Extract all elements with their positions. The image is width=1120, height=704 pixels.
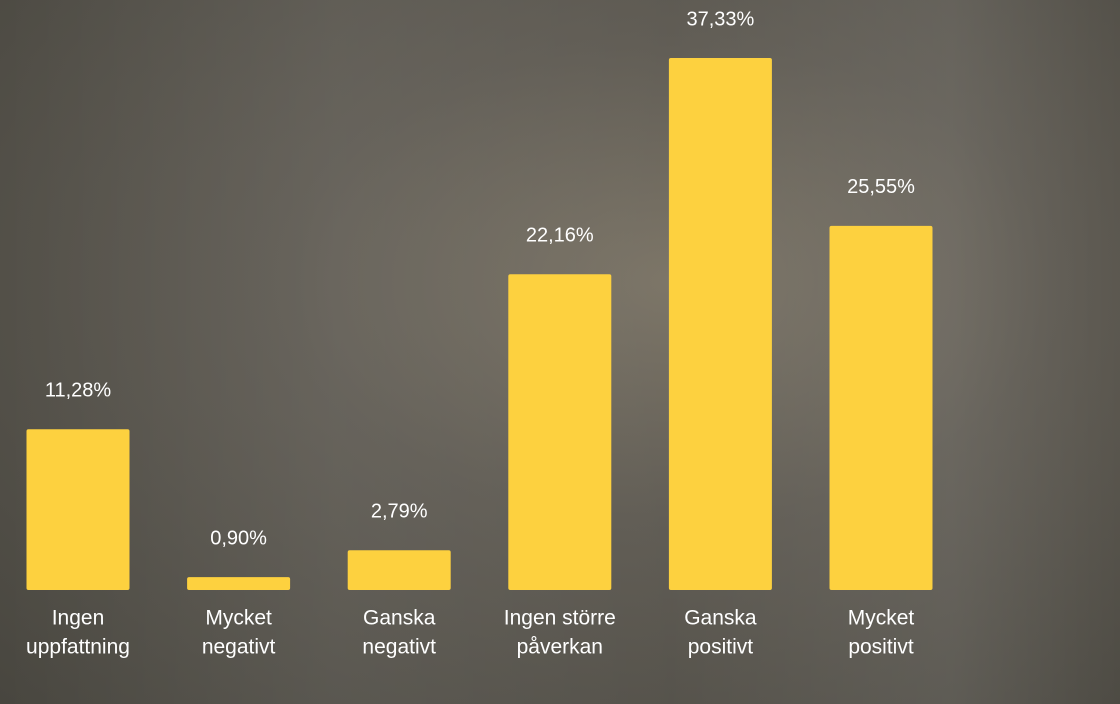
category-label: positivt bbox=[848, 636, 914, 659]
category-label: positivt bbox=[688, 636, 754, 659]
value-label: 37,33% bbox=[686, 8, 754, 30]
category-label: Mycket bbox=[848, 607, 915, 630]
category-label: påverkan bbox=[517, 636, 603, 659]
bar bbox=[347, 550, 451, 590]
category-label: negativt bbox=[362, 636, 436, 659]
category-label: Ganska bbox=[684, 607, 757, 630]
bar bbox=[829, 225, 933, 590]
value-label: 22,16% bbox=[526, 224, 594, 246]
category-label: negativt bbox=[202, 636, 276, 659]
bar bbox=[668, 58, 772, 590]
category-label: Ingen bbox=[52, 607, 105, 630]
value-label: 2,79% bbox=[371, 501, 428, 523]
bar bbox=[26, 429, 130, 590]
value-label: 25,55% bbox=[847, 176, 915, 198]
value-label: 0,90% bbox=[210, 527, 267, 549]
value-label: 11,28% bbox=[45, 380, 112, 402]
category-label: uppfattning bbox=[26, 636, 130, 659]
category-label: Ganska bbox=[363, 607, 436, 630]
bar bbox=[508, 274, 612, 590]
category-label: Mycket bbox=[205, 607, 272, 630]
category-label: Ingen större bbox=[504, 607, 616, 630]
bar bbox=[187, 577, 291, 590]
